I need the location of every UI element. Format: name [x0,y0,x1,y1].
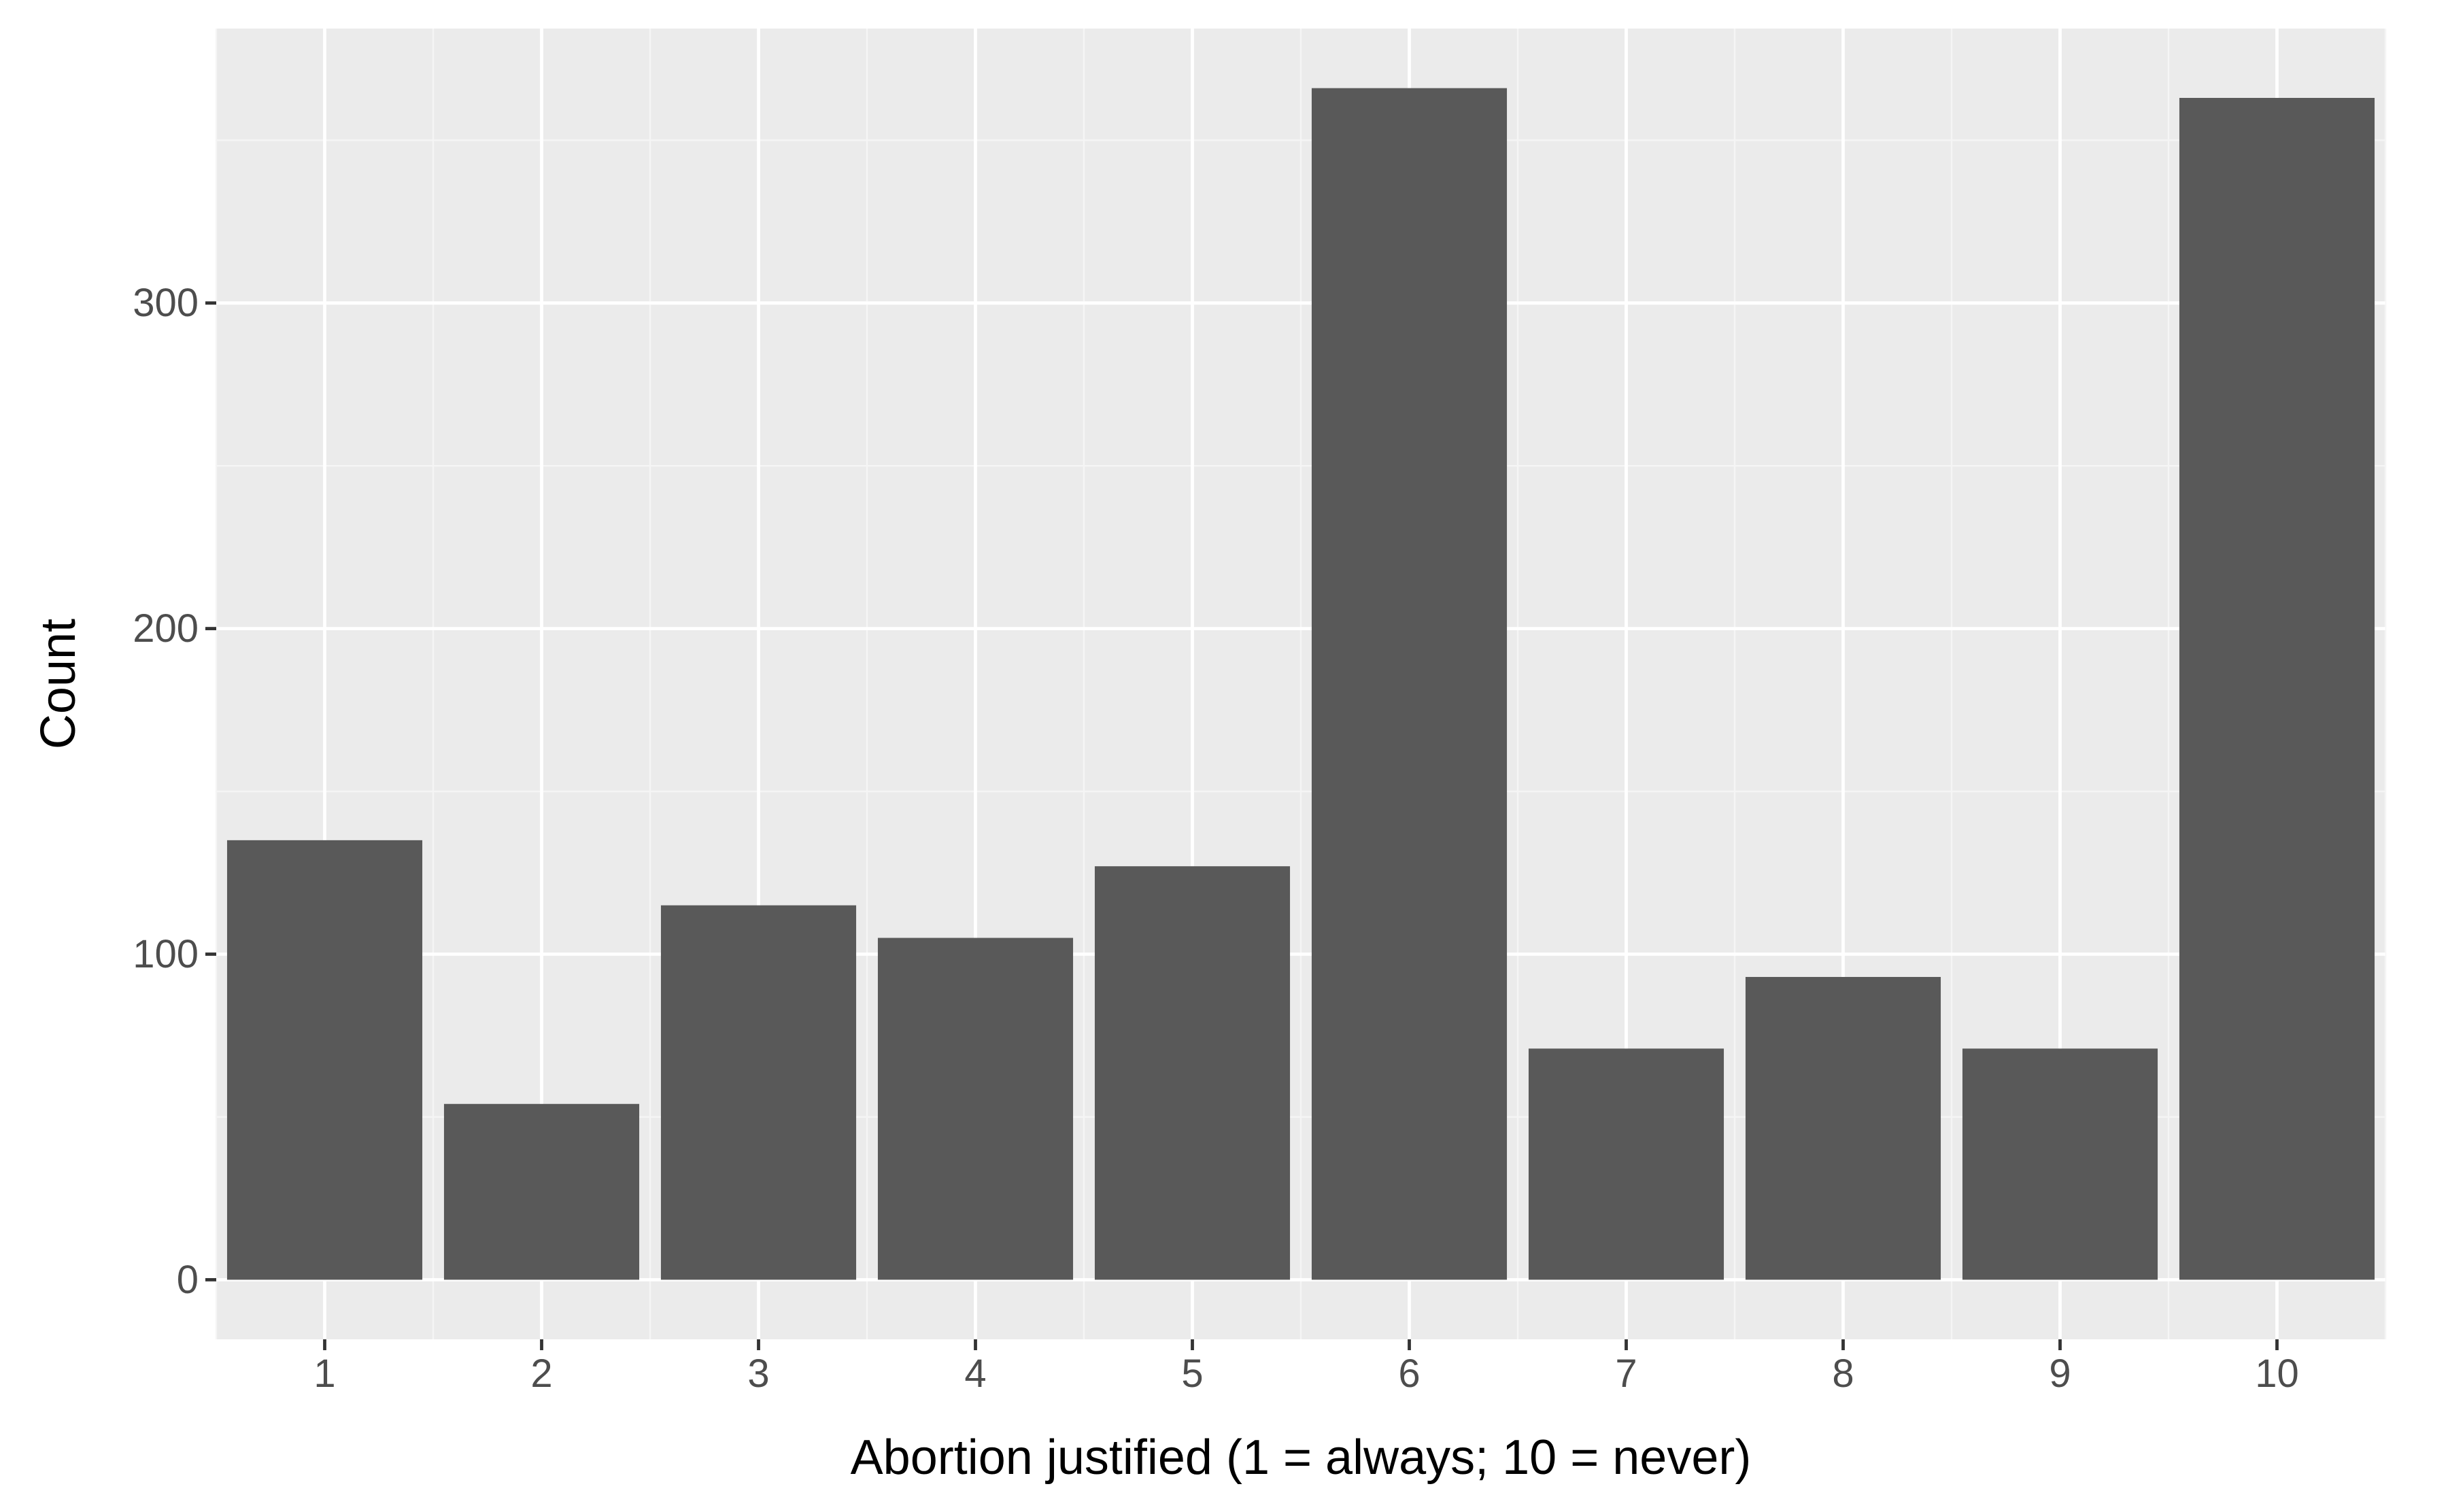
y-tick-label: 200 [133,606,199,651]
x-tick-label: 4 [964,1352,986,1396]
y-tick-label: 0 [177,1258,199,1302]
x-tick-label: 10 [2255,1352,2299,1396]
x-axis-title: Abortion justified (1 = always; 10 = nev… [851,1430,1752,1485]
x-tick-label: 7 [1615,1352,1637,1396]
x-tick-label: 6 [1398,1352,1420,1396]
x-tick-label: 8 [1832,1352,1854,1396]
minor-gridlines [215,29,2387,1339]
bar-5 [1094,866,1291,1280]
bar-7 [1528,1048,1724,1280]
bar-8 [1745,976,1941,1280]
y-axis-title: Count [31,619,86,749]
y-tick-label: 300 [133,281,199,325]
y-tick-label: 100 [133,932,199,976]
y-axis: 0 100 200 300 [133,281,216,1302]
bar-2 [443,1103,640,1280]
x-axis: 1 2 3 4 5 6 7 8 9 10 [313,1339,2299,1396]
bar-10 [2179,98,2375,1280]
bar-3 [660,905,857,1280]
x-tick-label: 9 [2049,1352,2071,1396]
bar-6 [1311,88,1508,1280]
x-tick-label: 1 [313,1352,335,1396]
x-tick-label: 3 [747,1352,769,1396]
bar-9 [1962,1048,2158,1280]
bars [226,88,2375,1280]
x-tick-label: 5 [1181,1352,1203,1396]
bar-4 [877,938,1074,1280]
bar-1 [226,840,423,1280]
x-tick-label: 2 [530,1352,552,1396]
